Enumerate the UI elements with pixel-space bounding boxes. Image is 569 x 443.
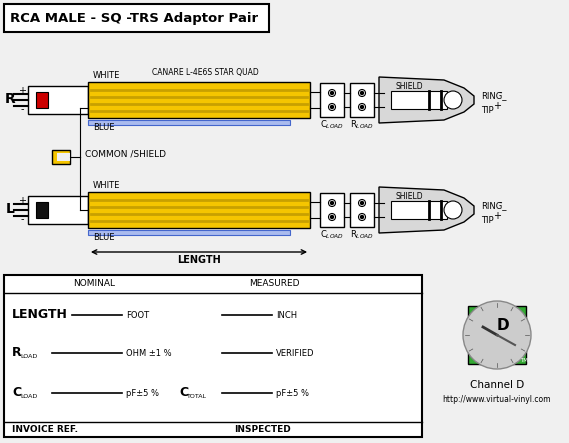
Circle shape — [331, 105, 333, 109]
FancyBboxPatch shape — [320, 193, 344, 227]
Text: LOAD: LOAD — [20, 393, 37, 399]
Text: SHIELD: SHIELD — [395, 191, 423, 201]
FancyBboxPatch shape — [57, 153, 70, 161]
Circle shape — [358, 214, 365, 221]
Text: C: C — [12, 385, 21, 399]
Text: TIP: TIP — [481, 105, 494, 114]
Text: R: R — [12, 346, 22, 358]
Text: +: + — [493, 211, 501, 221]
FancyBboxPatch shape — [391, 201, 447, 219]
Text: INSPECTED: INSPECTED — [234, 425, 291, 435]
Text: COMMON /SHIELD: COMMON /SHIELD — [85, 149, 166, 159]
Text: L: L — [6, 202, 14, 216]
Text: -: - — [499, 197, 502, 207]
FancyBboxPatch shape — [468, 306, 526, 364]
Text: INCH: INCH — [276, 311, 297, 319]
FancyBboxPatch shape — [391, 91, 447, 109]
Text: R: R — [5, 92, 15, 106]
FancyBboxPatch shape — [28, 196, 88, 224]
Text: TM: TM — [520, 358, 528, 362]
Text: VERIFIED: VERIFIED — [276, 349, 315, 358]
Text: C$_{LOAD}$: C$_{LOAD}$ — [320, 119, 344, 131]
FancyBboxPatch shape — [88, 120, 290, 125]
Circle shape — [328, 104, 336, 110]
Text: FOOT: FOOT — [126, 311, 149, 319]
Text: +: + — [18, 86, 26, 96]
Circle shape — [331, 215, 333, 218]
Circle shape — [328, 214, 336, 221]
FancyBboxPatch shape — [52, 150, 70, 164]
Text: Channel D: Channel D — [470, 380, 524, 390]
Text: NOMINAL: NOMINAL — [73, 280, 115, 288]
Text: INVOICE REF.: INVOICE REF. — [12, 425, 78, 435]
Circle shape — [444, 201, 462, 219]
Text: RING_: RING_ — [481, 202, 506, 210]
Text: SHIELD: SHIELD — [395, 82, 423, 90]
Text: pF±5 %: pF±5 % — [276, 389, 309, 397]
Text: -: - — [20, 104, 24, 114]
Text: +: + — [493, 101, 501, 111]
Text: LENGTH: LENGTH — [177, 255, 221, 265]
Circle shape — [328, 199, 336, 206]
Text: http://www.virtual-vinyl.com: http://www.virtual-vinyl.com — [443, 396, 551, 404]
FancyBboxPatch shape — [28, 86, 88, 114]
Text: RING_: RING_ — [481, 92, 506, 101]
FancyBboxPatch shape — [36, 202, 48, 218]
Circle shape — [331, 92, 333, 94]
Text: OHM ±1 %: OHM ±1 % — [126, 349, 172, 358]
Text: MEASURED: MEASURED — [249, 280, 299, 288]
Text: TOTAL: TOTAL — [187, 393, 207, 399]
Text: R$_{LOAD}$: R$_{LOAD}$ — [350, 119, 374, 131]
Circle shape — [328, 89, 336, 97]
Circle shape — [361, 105, 364, 109]
Text: C$_{LOAD}$: C$_{LOAD}$ — [320, 229, 344, 241]
Text: CANARE L-4E6S STAR QUAD: CANARE L-4E6S STAR QUAD — [151, 67, 258, 77]
Circle shape — [358, 104, 365, 110]
Circle shape — [361, 92, 364, 94]
Polygon shape — [379, 77, 474, 123]
Circle shape — [361, 202, 364, 205]
FancyBboxPatch shape — [88, 230, 290, 235]
Text: BLUE: BLUE — [93, 123, 114, 132]
Text: TIP: TIP — [481, 215, 494, 225]
Polygon shape — [379, 187, 474, 233]
Text: R$_{LOAD}$: R$_{LOAD}$ — [350, 229, 374, 241]
FancyBboxPatch shape — [88, 82, 310, 118]
Text: -: - — [20, 214, 24, 224]
Text: BLUE: BLUE — [93, 233, 114, 241]
FancyBboxPatch shape — [88, 192, 310, 228]
FancyBboxPatch shape — [350, 193, 374, 227]
Circle shape — [331, 202, 333, 205]
Text: pF±5 %: pF±5 % — [126, 389, 159, 397]
FancyBboxPatch shape — [4, 4, 269, 32]
Text: WHITE: WHITE — [93, 70, 121, 79]
FancyBboxPatch shape — [4, 275, 422, 437]
Circle shape — [358, 199, 365, 206]
Text: RCA MALE - SQ -TRS Adaptor Pair: RCA MALE - SQ -TRS Adaptor Pair — [10, 12, 258, 24]
Circle shape — [444, 91, 462, 109]
Text: WHITE: WHITE — [93, 180, 121, 190]
Text: LENGTH: LENGTH — [12, 308, 68, 322]
Text: +: + — [18, 196, 26, 206]
Text: D: D — [497, 318, 509, 333]
FancyBboxPatch shape — [320, 83, 344, 117]
Circle shape — [463, 301, 531, 369]
Circle shape — [358, 89, 365, 97]
Text: LOAD: LOAD — [20, 354, 37, 358]
Circle shape — [361, 215, 364, 218]
FancyBboxPatch shape — [350, 83, 374, 117]
Text: -: - — [499, 87, 502, 97]
FancyBboxPatch shape — [36, 92, 48, 108]
Text: C: C — [179, 385, 188, 399]
